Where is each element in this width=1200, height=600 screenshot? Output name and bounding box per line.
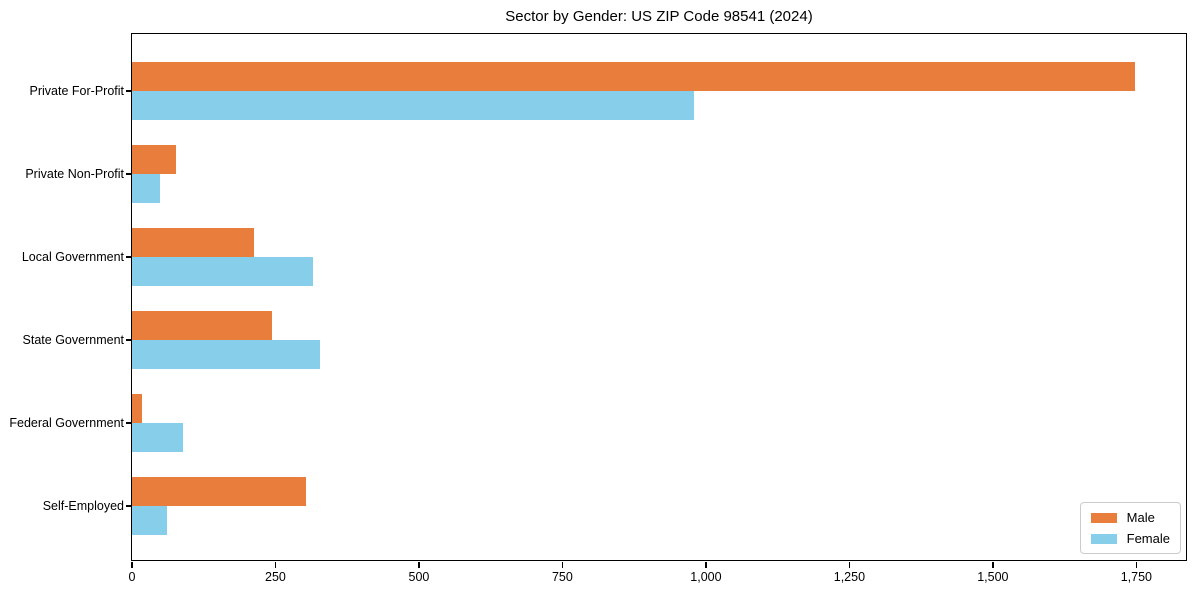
legend-item-male: Male — [1090, 510, 1170, 525]
male-bar — [132, 228, 254, 257]
legend-label-female: Female — [1126, 531, 1170, 546]
y-tick-label: Self-Employed — [42, 499, 124, 513]
y-tick-label: Federal Government — [9, 416, 124, 430]
female-bar — [132, 174, 160, 203]
x-tick-mark — [274, 562, 277, 568]
male-color-swatch — [1090, 512, 1117, 523]
female-bar — [132, 506, 167, 535]
x-tick-label: 0 — [128, 570, 136, 584]
x-tick-label: 750 — [551, 570, 573, 584]
y-tick-mark — [126, 339, 132, 341]
male-bar — [132, 311, 272, 340]
y-tick-mark — [126, 256, 132, 258]
male-bar — [132, 145, 177, 174]
x-tick-mark — [418, 562, 420, 568]
female-bar — [132, 257, 314, 286]
x-tick-mark — [992, 562, 994, 568]
chart-title: Sector by Gender: US ZIP Code 98541 (202… — [505, 8, 813, 25]
x-tick-label: 1,250 — [833, 570, 866, 584]
female-bar — [132, 340, 321, 369]
y-tick-label: State Government — [22, 333, 124, 347]
plot-area: Male Female Private For-Profit Private No… — [9, 33, 1187, 584]
y-tick-mark — [126, 173, 132, 175]
male-bar — [132, 62, 1136, 91]
x-tick-mark — [131, 562, 133, 568]
female-color-swatch — [1090, 533, 1117, 544]
x-tick-label: 1,500 — [977, 570, 1009, 584]
x-tick-label: 250 — [265, 570, 286, 584]
legend-label-male: Male — [1126, 510, 1155, 525]
male-bar — [132, 394, 142, 423]
y-tick-mark — [126, 90, 132, 92]
y-tick-mark — [126, 505, 132, 507]
x-tick-label: 1,000 — [690, 570, 722, 584]
x-tick-label: 1,750 — [1120, 570, 1152, 584]
legend-item-female: Female — [1090, 531, 1170, 546]
y-tick-label: Local Government — [21, 250, 124, 264]
y-tick-label: Private For-Profit — [29, 84, 124, 98]
x-tick-mark — [1135, 562, 1138, 568]
female-bar — [132, 91, 694, 120]
x-tick-mark — [561, 562, 564, 568]
x-tick-label: 500 — [408, 570, 430, 584]
x-tick-mark — [705, 562, 707, 568]
x-tick-mark — [848, 562, 851, 568]
legend: Male Female — [1079, 502, 1181, 554]
male-bar — [132, 477, 306, 506]
female-bar — [132, 423, 183, 452]
y-tick-mark — [126, 422, 132, 424]
y-tick-label: Private Non-Profit — [25, 167, 124, 181]
